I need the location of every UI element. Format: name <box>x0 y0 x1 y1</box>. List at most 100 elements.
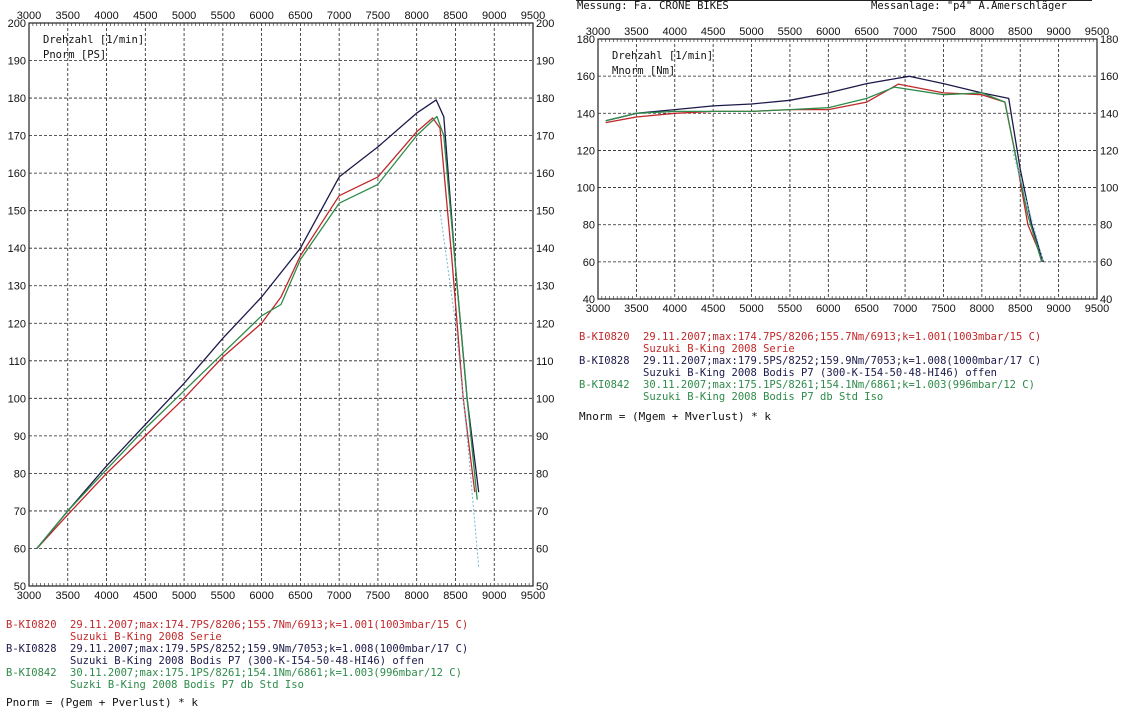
x-tick-label: 4500 <box>701 303 725 315</box>
legend-run-info: 29.11.2007;max:174.7PS/8206;155.7Nm/6913… <box>70 619 469 631</box>
y-tick-label-right: 180 <box>1100 34 1118 46</box>
legend-left: B-KI0820 29.11.2007;max:174.7PS/8206;155.… <box>6 619 468 691</box>
x-tick-label: 5500 <box>211 590 235 602</box>
y-tick-label: 80 <box>583 220 595 232</box>
y-tick-label: 100 <box>8 393 26 405</box>
x-tick-label-top: 5500 <box>211 10 235 22</box>
legend-description: Suzuki B-King 2008 Serie <box>70 631 222 643</box>
y-tick-label: 160 <box>8 168 26 180</box>
y-tick-label: 90 <box>14 431 26 443</box>
y-tick-label: 60 <box>14 543 26 555</box>
x-tick-label-top: 3500 <box>624 26 648 38</box>
header-rule <box>576 0 1092 1</box>
y-tick-label-right: 150 <box>536 206 554 218</box>
y-tick-label: 140 <box>577 108 595 120</box>
x-tick-label-top: 3000 <box>586 26 610 38</box>
legend-code: B-KI0820 <box>6 619 57 631</box>
power-formula: Pnorm = (Pgem + Pverlust) * k <box>6 696 199 709</box>
y-tick-label: 80 <box>14 468 26 480</box>
power-series-cyan <box>439 210 480 568</box>
legend-code: B-KI0828 <box>579 355 630 367</box>
x-tick-label: 5000 <box>739 303 763 315</box>
legend-code: B-KI0842 <box>6 667 57 679</box>
x-tick-label: 6500 <box>288 590 312 602</box>
y-tick-label: 140 <box>8 243 26 255</box>
torque-frame <box>597 38 1098 300</box>
x-tick-label: 8000 <box>404 590 428 602</box>
legend-run-info: 29.11.2007;max:179.5PS/8252;159.9Nm/7053… <box>643 355 1042 367</box>
y-tick-label: 120 <box>8 318 26 330</box>
x-tick-label-top: 7000 <box>893 26 917 38</box>
y-tick-label: 120 <box>577 145 595 157</box>
y-tick-label-right: 70 <box>536 506 548 518</box>
torque-series-B-KI0842 <box>605 86 1043 263</box>
legend-description: Suzuki B-King 2008 Bodis P7 (300-K-I54-5… <box>643 367 998 379</box>
x-tick-label-top: 9500 <box>1085 26 1109 38</box>
legend-code: B-KI0828 <box>6 643 57 655</box>
y-tick-label: 200 <box>8 18 26 30</box>
x-tick-label: 3000 <box>17 590 41 602</box>
x-tick-label: 7500 <box>931 303 955 315</box>
y-tick-label-right: 60 <box>536 543 548 555</box>
legend-run-info: 29.11.2007;max:179.5PS/8252;159.9Nm/7053… <box>70 643 469 655</box>
y-tick-label-right: 170 <box>536 131 554 143</box>
y-tick-label-right: 200 <box>536 18 554 30</box>
x-tick-label: 3500 <box>624 303 648 315</box>
legend-entry: B-KI0820 29.11.2007;max:174.7PS/8206;155.… <box>6 619 468 631</box>
y-tick-label-right: 190 <box>536 56 554 68</box>
x-tick-label: 4000 <box>663 303 687 315</box>
legend-code: B-KI0842 <box>579 379 630 391</box>
torque-series-B-KI0828 <box>605 75 1044 263</box>
torque-formula: Mnorm = (Mgem + Mverlust) * k <box>579 410 772 423</box>
x-tick-label-top: 8000 <box>404 10 428 22</box>
x-tick-label-top: 4000 <box>94 10 118 22</box>
power-series-B-KI0828 <box>36 99 480 549</box>
x-tick-label: 6000 <box>249 590 273 602</box>
legend-run-info: 30.11.2007;max:175.1PS/8261;154.1Nm/6861… <box>70 667 462 679</box>
y-tick-label-right: 180 <box>536 93 554 105</box>
torque-series-cyan <box>1012 150 1044 263</box>
y-tick-label-right: 160 <box>1100 71 1118 83</box>
x-tick-label-top: 6500 <box>288 10 312 22</box>
y-tick-label: 180 <box>577 34 595 46</box>
y-tick-label-right: 40 <box>1100 294 1112 306</box>
x-tick-label: 7000 <box>893 303 917 315</box>
torque-series-B-KI0820 <box>605 83 1044 263</box>
power-series-B-KI0820 <box>36 117 476 549</box>
x-tick-label-top: 7000 <box>327 10 351 22</box>
y-tick-label-right: 130 <box>536 281 554 293</box>
torque-chart: 3000 3000 3500 3500 4000 4000 4500 4500 5000 5000… <box>577 26 1119 315</box>
x-tick-label-top: 4500 <box>701 26 725 38</box>
y-tick-label: 60 <box>583 257 595 269</box>
legend-entry: B-KI0842 30.11.2007;max:175.1PS/8261;154.… <box>579 379 1041 391</box>
y-tick-label-right: 50 <box>536 581 548 593</box>
x-tick-label-top: 9000 <box>1046 26 1070 38</box>
x-axis-title: Drehzahl [1/min] <box>612 50 713 62</box>
legend-right: B-KI0820 29.11.2007;max:174.7PS/8206;155.… <box>579 331 1041 403</box>
power-series-B-KI0842 <box>36 115 478 549</box>
test-bench-label: Messanlage: "p4" A.Amerschläger <box>871 0 1067 12</box>
y-tick-label: 70 <box>14 506 26 518</box>
x-tick-label: 3000 <box>586 303 610 315</box>
x-tick-label-top: 4000 <box>663 26 687 38</box>
x-tick-label: 9000 <box>482 590 506 602</box>
legend-description: Suzuki B-King 2008 Serie <box>643 343 795 355</box>
x-tick-label: 9500 <box>1085 303 1109 315</box>
x-tick-label: 5500 <box>778 303 802 315</box>
y-tick-label: 180 <box>8 93 26 105</box>
x-tick-label-top: 5000 <box>172 10 196 22</box>
x-tick-label: 8500 <box>1008 303 1032 315</box>
x-tick-label-top: 6000 <box>249 10 273 22</box>
legend-entry: B-KI0828 29.11.2007;max:179.5PS/8252;159.… <box>6 643 468 655</box>
y-tick-label-right: 80 <box>1100 220 1112 232</box>
y-tick-label: 150 <box>8 206 26 218</box>
x-tick-label: 4000 <box>94 590 118 602</box>
y-tick-label-right: 140 <box>536 243 554 255</box>
x-tick-label-top: 9500 <box>521 10 545 22</box>
legend-run-info: 30.11.2007;max:175.1PS/8261;154.1Nm/6861… <box>643 379 1035 391</box>
x-tick-label: 4500 <box>133 590 157 602</box>
x-tick-label: 7000 <box>327 590 351 602</box>
x-tick-label: 6500 <box>854 303 878 315</box>
y-tick-label-right: 160 <box>536 168 554 180</box>
